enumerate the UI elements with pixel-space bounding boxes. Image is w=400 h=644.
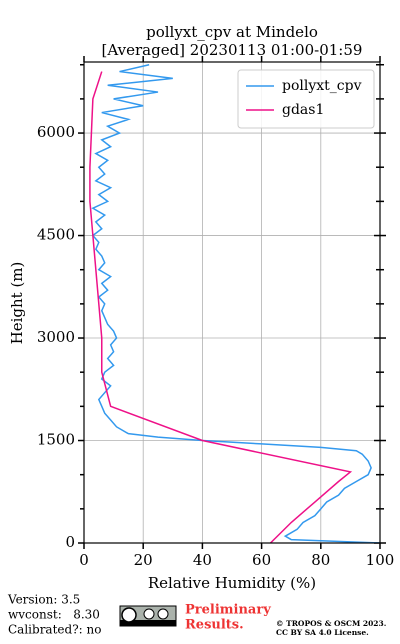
cc-logo [119,605,177,627]
x-axis-label: Relative Humidity (%) [148,574,316,592]
wvconst: wvconst: 8.30 [8,608,100,622]
preliminary: Results. [185,618,244,633]
x-tick-label: 60 [252,551,271,569]
y-tick-label: 4500 [37,226,75,244]
y-tick-label: 3000 [37,328,75,346]
y-tick-label: 6000 [37,123,75,141]
legend-label: pollyxt_cpv [282,78,362,94]
copyright: © TROPOS & OSCM 2023. [276,619,386,628]
y-tick-label: 1500 [37,431,75,449]
chart-title: pollyxt_cpv at Mindelo [146,23,318,41]
version: Version: 3.5 [7,593,80,607]
y-tick-label: 0 [65,533,75,551]
x-tick-label: 100 [366,551,395,569]
x-tick-label: 20 [134,551,153,569]
x-tick-label: 40 [193,551,212,569]
x-tick-label: 80 [311,551,330,569]
profile-line [91,64,380,543]
preliminary: Preliminary [185,603,271,618]
profile-line [89,71,353,543]
chart-subtitle: [Averaged] 20230113 01:00-01:59 [102,41,363,59]
copyright: CC BY SA 4.0 License. [276,628,369,637]
y-axis-label: Height (m) [8,262,26,345]
x-tick-label: 0 [79,551,89,569]
legend-label: gdas1 [282,102,324,118]
calibrated: Calibrated?: no [8,623,101,637]
plot-frame [83,61,381,544]
legend-box [237,69,375,129]
